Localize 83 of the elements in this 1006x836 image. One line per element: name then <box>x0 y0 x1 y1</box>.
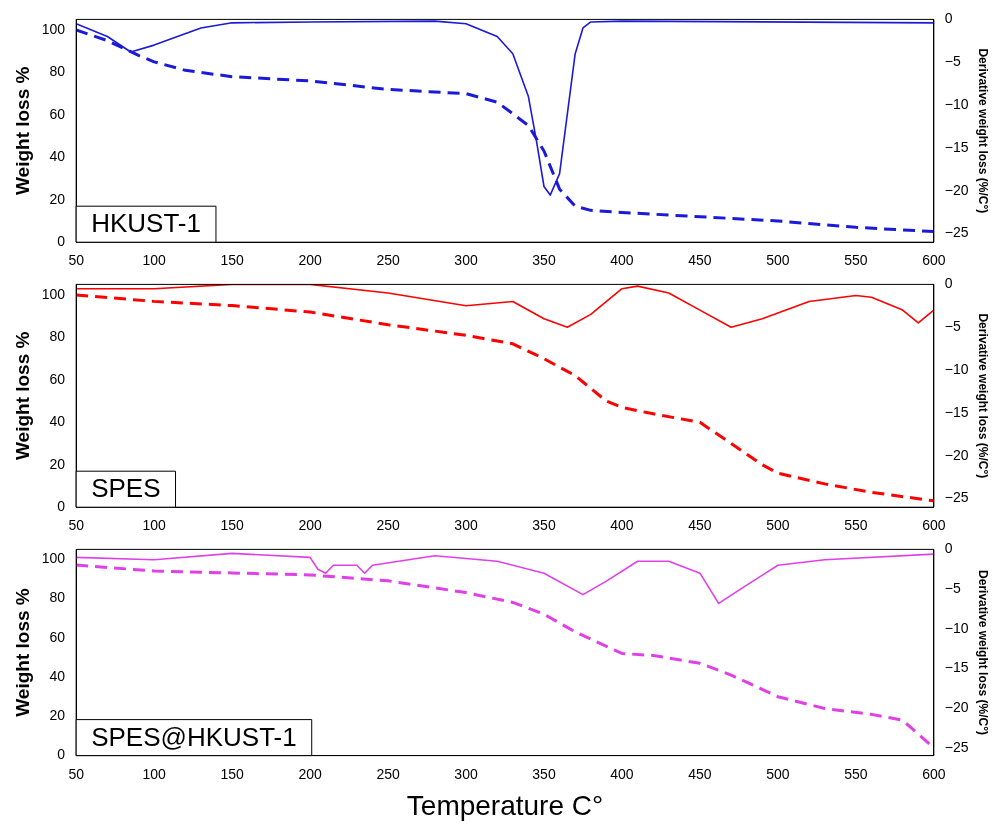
x-tick-label: 450 <box>688 517 712 534</box>
x-tick-label: 400 <box>610 765 634 782</box>
y2-tick-label: −25 <box>944 738 969 755</box>
x-tick-label: 250 <box>376 252 400 269</box>
x-tick-label: 300 <box>454 765 478 782</box>
x-tick-label: 100 <box>142 517 167 534</box>
x-tick-label: 250 <box>376 517 400 534</box>
x-tick-label: 50 <box>68 765 85 782</box>
x-tick-label: 300 <box>454 252 478 269</box>
x-tick-label: 550 <box>844 252 868 269</box>
x-tick-label: 50 <box>68 517 85 534</box>
x-tick-label: 200 <box>298 765 322 782</box>
x-tick-label: 150 <box>220 765 244 782</box>
x-tick-label: 100 <box>142 252 167 269</box>
x-tick-label: 600 <box>922 765 946 782</box>
x-tick-label: 300 <box>454 517 478 534</box>
x-tick-label: 450 <box>688 765 712 782</box>
y-tick-label: 80 <box>49 589 66 606</box>
x-tick-label: 400 <box>610 252 634 269</box>
x-tick-label: 350 <box>532 517 556 534</box>
x-tick-label: 200 <box>298 517 322 534</box>
y2-tick-label: −20 <box>944 446 969 463</box>
y-tick-label: 60 <box>49 105 66 122</box>
x-tick-label: 550 <box>844 765 868 782</box>
y-tick-label: 20 <box>49 707 66 724</box>
x-tick-label: 500 <box>766 517 790 534</box>
y-tick-label: 40 <box>49 148 66 165</box>
y-tick-label: 0 <box>57 498 66 515</box>
y2-tick-label: −15 <box>944 138 969 155</box>
x-tick-label: 600 <box>922 517 946 534</box>
y-tick-label: 0 <box>57 746 66 763</box>
y-tick-label: 20 <box>49 455 66 472</box>
x-tick-label: 200 <box>298 252 322 269</box>
y2-axis-title: Derivative weight loss (%/C°) <box>976 570 991 735</box>
y2-tick-label: 0 <box>944 10 953 27</box>
y2-tick-label: −25 <box>944 489 969 506</box>
y-tick-label: 60 <box>49 370 66 387</box>
y-axis-title: Weight loss % <box>11 66 33 196</box>
x-tick-label: 350 <box>532 252 556 269</box>
y2-tick-label: −5 <box>944 579 962 596</box>
y2-axis-title: Derivative weight loss (%/C°) <box>976 313 991 479</box>
y2-tick-label: −15 <box>944 659 969 676</box>
y-tick-label: 40 <box>49 413 66 430</box>
x-tick-label: 50 <box>68 252 85 269</box>
y2-tick-label: −15 <box>944 403 969 420</box>
y-axis-title: Weight loss % <box>11 588 33 717</box>
y2-tick-label: −10 <box>944 95 969 112</box>
y2-tick-label: −25 <box>944 224 969 241</box>
y2-tick-label: −10 <box>944 619 969 636</box>
x-axis-title: Temperature C° <box>406 789 604 821</box>
y-tick-label: 100 <box>41 285 66 302</box>
x-tick-label: 350 <box>532 765 556 782</box>
y2-tick-label: −20 <box>944 181 969 198</box>
y2-axis-title: Derivative weight loss (%/C°) <box>976 48 991 214</box>
x-tick-label: 400 <box>610 517 634 534</box>
y-tick-label: 100 <box>41 20 66 37</box>
y-tick-label: 100 <box>41 550 66 567</box>
x-tick-label: 550 <box>844 517 868 534</box>
y2-tick-label: −5 <box>944 318 962 335</box>
line-series <box>76 293 934 503</box>
annotation: SPES@HKUST-1 <box>91 721 297 752</box>
x-tick-label: 100 <box>142 765 167 782</box>
x-tick-label: 450 <box>688 252 712 269</box>
y-tick-label: 60 <box>49 628 66 645</box>
annotation: HKUST-1 <box>91 208 201 239</box>
y-tick-label: 20 <box>49 190 66 207</box>
y-axis-title: Weight loss % <box>11 331 33 461</box>
y2-tick-label: −5 <box>944 53 962 70</box>
y2-tick-label: −10 <box>944 360 969 377</box>
y2-tick-label: −20 <box>944 698 969 715</box>
annotation: SPES <box>91 473 161 504</box>
y-tick-label: 80 <box>49 328 66 345</box>
x-tick-label: 500 <box>766 765 790 782</box>
y2-tick-label: 0 <box>944 540 953 557</box>
x-tick-label: 600 <box>922 252 946 269</box>
x-tick-label: 250 <box>376 765 400 782</box>
y2-tick-label: 0 <box>944 275 953 292</box>
x-tick-label: 500 <box>766 252 790 269</box>
x-tick-label: 150 <box>220 252 244 269</box>
y-tick-label: 80 <box>49 63 66 80</box>
y-tick-label: 0 <box>57 233 66 250</box>
y-tick-label: 40 <box>49 667 66 684</box>
x-tick-label: 150 <box>220 517 244 534</box>
